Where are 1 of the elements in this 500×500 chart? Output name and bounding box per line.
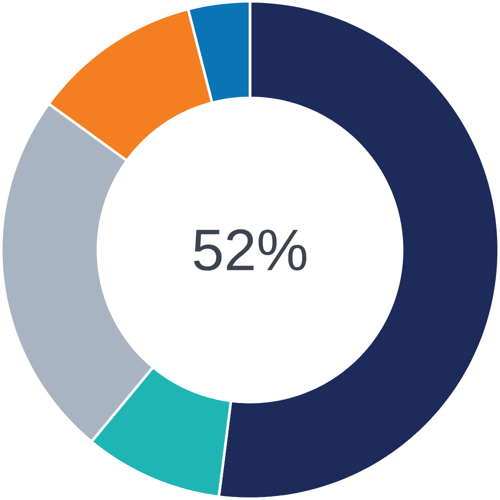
text: 52% [194,229,306,271]
